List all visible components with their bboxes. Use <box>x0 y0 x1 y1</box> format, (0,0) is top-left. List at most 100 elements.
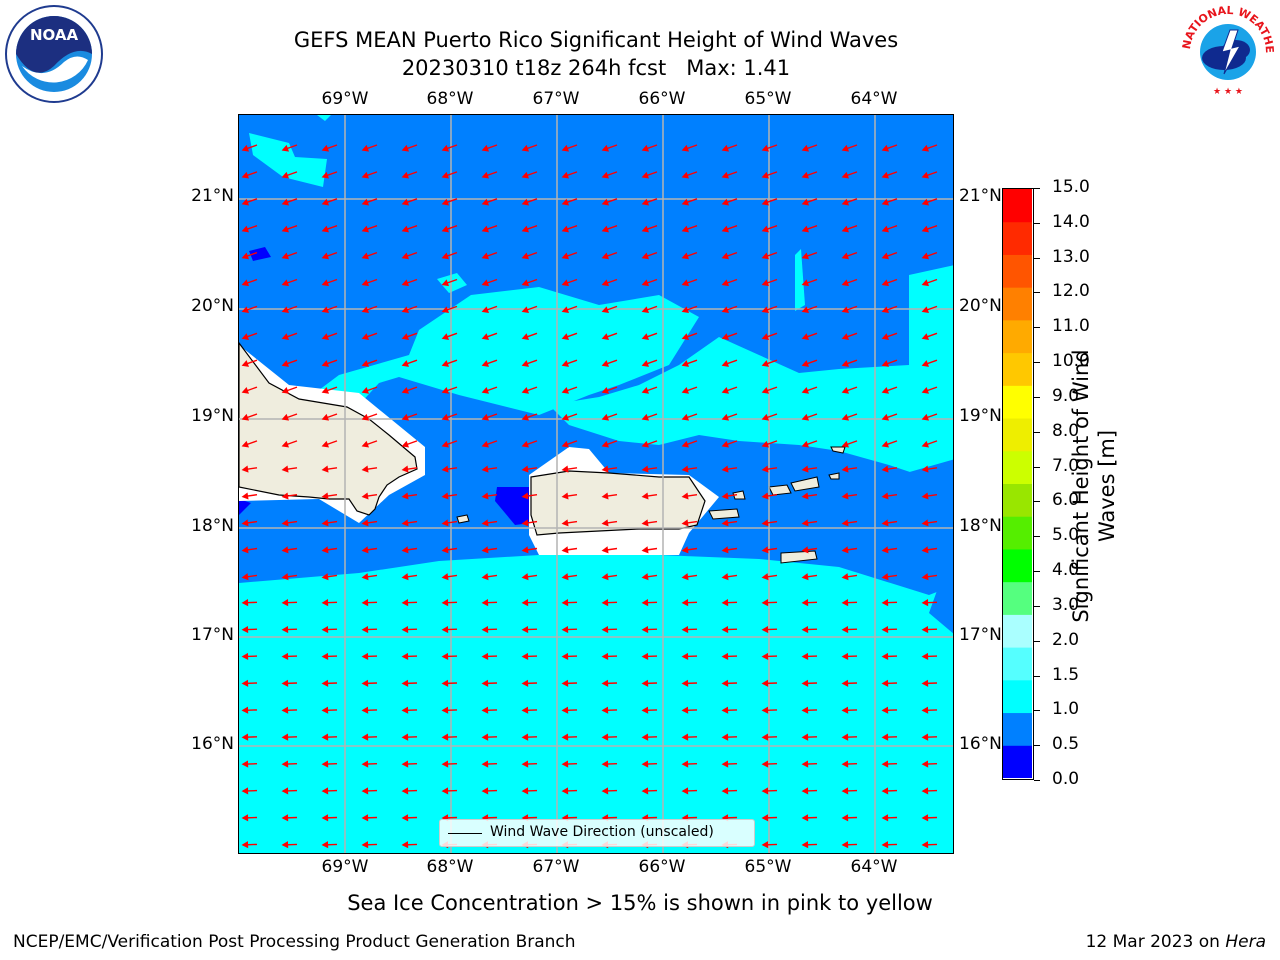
footer-credit: NCEP/EMC/Verification Post Processing Pr… <box>13 932 576 952</box>
colorbar-tick-mark <box>1034 710 1040 712</box>
wave-arrow-head <box>481 171 489 179</box>
wave-arrow-head <box>921 465 929 473</box>
colorbar-swatch <box>1003 614 1032 648</box>
wave-arrow-head <box>761 841 769 849</box>
wave-arrow-head <box>561 519 569 527</box>
wave-arrow-head <box>761 492 769 500</box>
wave-arrow-head <box>281 787 289 795</box>
wave-arrow-head <box>601 519 609 527</box>
wave-height-contour <box>549 337 953 475</box>
wave-arrow-head <box>841 733 849 741</box>
wave-arrow-head <box>321 573 329 581</box>
colorbar-tick-mark <box>1034 536 1040 538</box>
colorbar-swatch <box>1003 679 1032 714</box>
wave-arrow-head <box>801 814 809 822</box>
wave-arrow-head <box>921 252 929 260</box>
wave-arrow-head <box>601 225 609 233</box>
map-panel[interactable]: Wind Wave Direction (unscaled) <box>238 114 954 854</box>
colorbar-tick-mark <box>1034 640 1040 642</box>
wave-arrow-head <box>721 492 729 500</box>
wave-arrow-head <box>441 492 449 500</box>
lon-label: 65°W <box>744 89 792 109</box>
sea-ice-note: Sea Ice Concentration > 15% is shown in … <box>347 891 933 915</box>
wave-arrow-head <box>801 387 809 394</box>
wave-arrow-head <box>841 306 849 314</box>
wave-arrow-head <box>241 333 249 340</box>
wave-arrow-head <box>321 760 329 768</box>
colorbar-tick-label: 1.0 <box>1052 699 1080 720</box>
wave-arrow-head <box>361 546 369 554</box>
wave-arrow-head <box>801 279 809 287</box>
wave-arrow-head <box>561 171 569 179</box>
noaa-logo-text: NOAA <box>30 26 79 44</box>
wave-arrow-head <box>601 625 609 634</box>
wave-arrow-head <box>241 144 249 152</box>
wave-arrow-head <box>361 360 369 367</box>
island <box>780 550 818 564</box>
wave-arrow-head <box>881 625 889 634</box>
wave-arrow-head <box>441 679 449 687</box>
wave-arrow-head <box>321 652 329 660</box>
wave-arrow-head <box>321 144 329 152</box>
wave-arrow-head <box>401 787 409 795</box>
wave-arrow-head <box>761 440 769 448</box>
wave-arrow-head <box>521 625 529 634</box>
wave-height-contour <box>909 265 953 365</box>
wave-arrow-head <box>721 413 729 421</box>
wave-arrow-head <box>241 465 249 473</box>
wave-arrow-head <box>761 279 769 287</box>
wave-arrow-head <box>721 387 729 394</box>
colorbar-tick-mark <box>1034 675 1040 677</box>
wave-arrow-head <box>801 760 809 768</box>
wave-arrow-head <box>361 465 369 473</box>
wave-arrow-head <box>361 519 369 527</box>
wave-arrow-head <box>361 679 369 687</box>
wave-arrow-head <box>881 279 889 287</box>
wave-arrow-head <box>921 279 929 287</box>
wave-arrow-head <box>681 599 689 607</box>
wave-arrow-head <box>401 519 409 527</box>
gridlines <box>239 115 953 853</box>
wave-arrow-head <box>401 599 409 607</box>
wave-arrow-head <box>321 333 329 340</box>
wave-height-contour <box>249 133 327 187</box>
map-legend: Wind Wave Direction (unscaled) <box>439 819 755 847</box>
footer-date-text: 12 Mar 2023 on <box>1085 932 1226 952</box>
wave-arrow-head <box>921 225 929 233</box>
wave-arrow-head <box>241 225 249 233</box>
wave-arrow-head <box>561 225 569 233</box>
wave-arrow-head <box>561 279 569 287</box>
wave-arrow-head <box>921 198 929 206</box>
wave-arrow-head <box>841 387 849 394</box>
wave-arrow-head <box>441 144 449 152</box>
wave-arrow-head <box>601 333 609 340</box>
footer-machine: Hera <box>1225 932 1266 952</box>
wave-arrow-head <box>401 706 409 714</box>
wave-arrow-head <box>801 625 809 634</box>
wave-arrow-head <box>761 198 769 206</box>
colorbar-tick-mark <box>1034 292 1040 294</box>
wave-arrow-head <box>841 440 849 448</box>
wave-arrow-head <box>761 333 769 340</box>
wave-arrow-head <box>481 360 489 367</box>
wave-arrow-head <box>681 306 689 314</box>
wave-arrow-head <box>641 760 649 768</box>
wave-arrow-head <box>241 573 249 581</box>
wave-arrow-head <box>801 333 809 340</box>
wave-arrow-head <box>801 171 809 179</box>
wave-arrow-head <box>401 252 409 260</box>
wave-arrow-head <box>441 198 449 206</box>
colorbar-tick-label: 13.0 <box>1052 246 1090 267</box>
wave-arrow-head <box>401 733 409 741</box>
wave-arrow-head <box>441 440 449 448</box>
wave-arrow-head <box>921 573 929 581</box>
wave-arrow-head <box>441 625 449 634</box>
wave-arrow-head <box>881 706 889 714</box>
land-puerto-rico <box>530 470 706 536</box>
wave-arrow-head <box>681 144 689 152</box>
wave-arrow-head <box>561 546 569 554</box>
wave-arrow-head <box>881 387 889 394</box>
island <box>732 490 746 500</box>
wave-arrow-head <box>361 333 369 340</box>
wave-arrow-head <box>721 625 729 634</box>
